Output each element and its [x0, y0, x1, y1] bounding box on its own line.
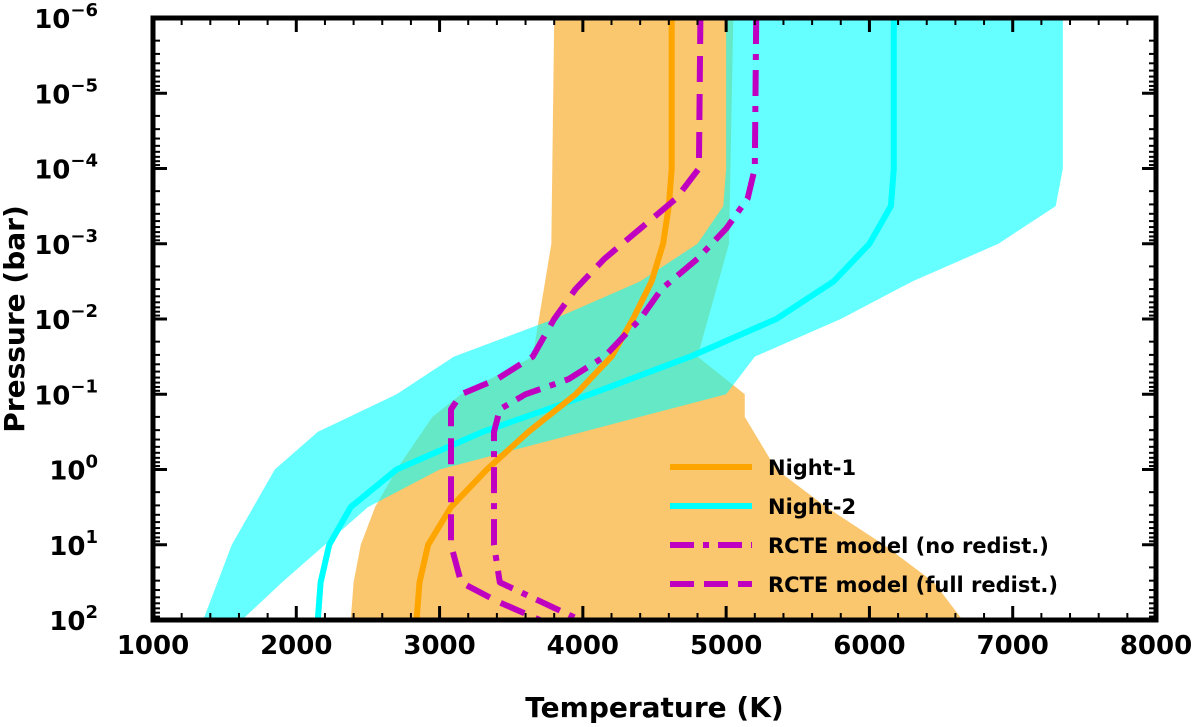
x-tick-label: 8000 — [1120, 631, 1192, 661]
y-axis-title: Pressure (bar) — [0, 205, 31, 432]
y-tick-label: 10−2 — [34, 301, 98, 336]
x-tick-label: 7000 — [977, 631, 1049, 661]
series-night-2 — [314, 18, 897, 621]
y-tick-label: 10−5 — [34, 75, 98, 110]
y-axis: 10−6 10−5 10−4 10−3 10−2 10−1 100 101 102 — [34, 0, 1156, 637]
series-night-1 — [413, 18, 675, 621]
x-tick-label: 1000 — [117, 631, 189, 661]
series-rcte-model-full-redist — [448, 17, 704, 623]
x-tick-label: 4000 — [547, 631, 619, 661]
y-tick-label: 100 — [49, 452, 98, 487]
y-tick-label: 10−3 — [34, 226, 98, 261]
legend: Night-1 Night-2 RCTE model (no redist.) RCT… — [670, 456, 1058, 597]
legend-label: Night-2 — [768, 495, 856, 519]
legend-label: RCTE model (no redist.) — [768, 534, 1049, 558]
x-tick-label: 5000 — [690, 631, 762, 661]
y-tick-label: 10−6 — [34, 0, 98, 35]
y-tick-label: 101 — [49, 527, 98, 562]
x-axis-title: Temperature (K) — [525, 691, 783, 724]
series-rcte-model-no-redist — [491, 17, 760, 623]
legend-label: Night-1 — [768, 456, 856, 480]
y-tick-label: 10−4 — [34, 151, 98, 186]
x-tick-label: 3000 — [403, 631, 475, 661]
profile-lines — [314, 17, 897, 623]
legend-label: RCTE model (full redist.) — [768, 573, 1058, 597]
x-axis: 1000 2000 3000 4000 5000 6000 7000 8000 — [117, 18, 1192, 661]
y-tick-label: 10−1 — [34, 376, 98, 411]
x-tick-label: 6000 — [833, 631, 905, 661]
y-tick-label: 102 — [49, 602, 98, 637]
x-tick-label: 2000 — [260, 631, 332, 661]
